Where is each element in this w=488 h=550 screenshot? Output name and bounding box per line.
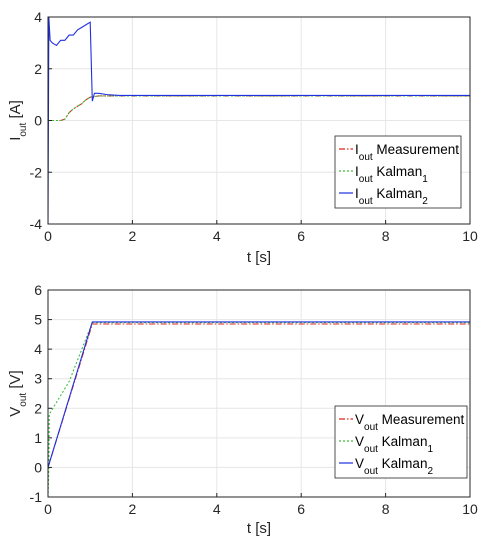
axes-box: [47, 289, 471, 498]
series-line-3: [48, 321, 470, 468]
y-axis-label: Vout [V]: [7, 370, 29, 416]
y-tick-label: 0: [34, 113, 42, 129]
y-tick-label: 5: [34, 312, 42, 328]
y-tick-label: -1: [30, 489, 43, 505]
y-axis-label: Iout [A]: [7, 100, 29, 141]
x-tick-label: 0: [44, 228, 52, 244]
y-tick-label: 2: [34, 61, 42, 77]
y-tick-label: 3: [34, 371, 42, 387]
y-tick-label: 6: [34, 282, 42, 298]
legend-label: Iout Kalman2: [355, 186, 428, 207]
x-tick-label: 10: [462, 228, 478, 244]
series-line-3: [48, 17, 470, 224]
x-tick-label: 10: [462, 501, 478, 517]
legend-label: Iout Measurement: [355, 142, 459, 163]
y-tick-label: 0: [34, 459, 42, 475]
y-tick-label: 4: [34, 341, 42, 357]
legend-box: [334, 135, 462, 209]
y-tick-label: -2: [30, 164, 43, 180]
x-tick-label: 8: [382, 228, 390, 244]
x-axis-label: t [s]: [247, 249, 271, 266]
x-tick-label: 4: [213, 501, 221, 517]
legend-label: Iout Kalman1: [355, 164, 428, 185]
legend-label: Vout Measurement: [355, 412, 464, 433]
x-tick-label: 6: [297, 228, 305, 244]
x-tick-label: 6: [297, 501, 305, 517]
x-axis-label: t [s]: [247, 520, 271, 537]
x-tick-label: 4: [213, 228, 221, 244]
y-tick-label: 1: [34, 430, 42, 446]
legend-label: Vout Kalman2: [355, 456, 433, 477]
x-tick-label: 2: [129, 228, 137, 244]
y-tick-label: -4: [30, 216, 43, 232]
chart-1: 0 2 4 6 8 10 -4 -2 0 2 4 t [s] Iout [A] Iout Measurem…: [7, 9, 478, 266]
series-line-1: [48, 323, 470, 468]
x-tick-label: 2: [129, 501, 137, 517]
y-tick-label: 4: [34, 9, 42, 25]
y-tick-label: 2: [34, 400, 42, 416]
legend-label: Vout Kalman1: [355, 434, 433, 455]
series-line-2: [48, 321, 470, 497]
x-tick-label: 0: [44, 501, 52, 517]
legend-box: [334, 405, 468, 479]
x-tick-label: 8: [382, 501, 390, 517]
